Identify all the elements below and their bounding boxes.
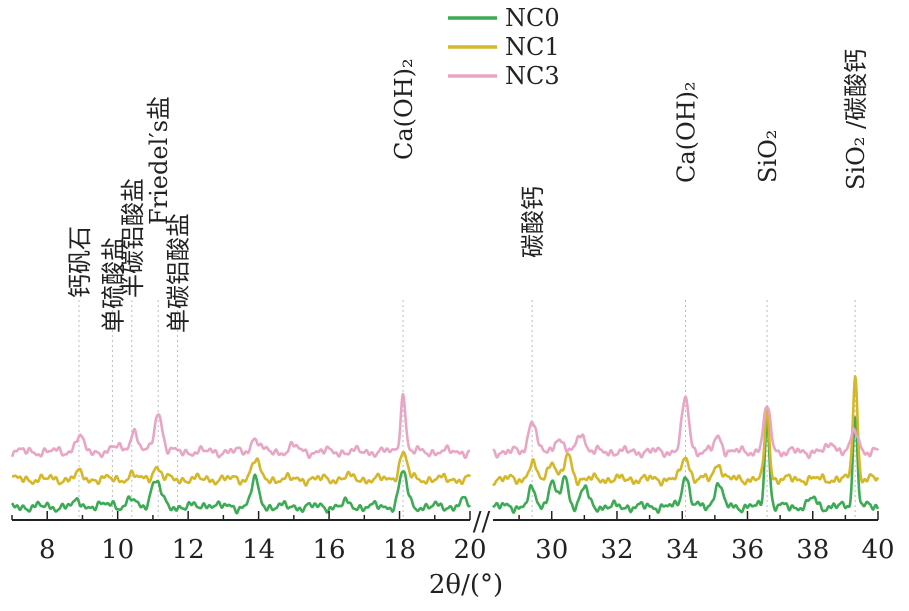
tick-label: 36: [731, 535, 764, 565]
peak-annotation: 单碳铝酸盐: [165, 213, 193, 333]
peak-annotation: 单硫酸盐: [99, 237, 127, 333]
tick-label: 34: [666, 535, 699, 565]
series-line-nc1-right: [491, 375, 880, 487]
axis-break-mark: //: [473, 507, 491, 537]
peak-annotation: 钙矾石: [66, 226, 94, 298]
tick-labels: 8 10 12 14 16 18 20 30 32 34 36 38 40: [39, 535, 895, 565]
curves: [10, 375, 880, 515]
series-line-nc0-right: [492, 416, 880, 514]
peak-annotation: Friedel′s盐: [145, 96, 173, 225]
tick-label: 32: [600, 535, 633, 565]
tick-label: 8: [39, 535, 56, 565]
peak-annotation: 碳酸钙: [519, 186, 547, 258]
tick-label: 38: [796, 535, 829, 565]
series-line-nc3-left: [10, 392, 471, 460]
peak-annotation: Ca(OH)₂: [673, 81, 701, 183]
legend-label-nc3: NC3: [505, 62, 560, 90]
tick-label: 18: [383, 535, 416, 565]
legend-label-nc1: NC1: [505, 33, 560, 61]
tick-label: 12: [172, 535, 205, 565]
series-line-nc3-right: [492, 395, 880, 460]
tick-label: 20: [453, 535, 486, 565]
peak-annotation: 半碳铝酸盐: [119, 178, 147, 298]
series-line-nc1-left: [11, 450, 472, 487]
peak-annotation: SiO₂: [754, 130, 782, 183]
peak-annotation: Ca(OH)₂: [390, 58, 418, 160]
tick-label: 10: [101, 535, 134, 565]
x-axis-title: 2θ/(°): [429, 570, 503, 600]
legend-label-nc0: NC0: [505, 4, 560, 32]
guide-lines: [78, 300, 856, 520]
tick-label: 14: [242, 535, 275, 565]
x-axis: //: [11, 507, 879, 537]
tick-label: 40: [861, 535, 894, 565]
tick-label: 30: [535, 535, 568, 565]
tick-label: 16: [313, 535, 346, 565]
peak-annotation: SiO₂ /碳酸钙: [842, 49, 870, 190]
series-line-nc0-left: [10, 470, 472, 515]
